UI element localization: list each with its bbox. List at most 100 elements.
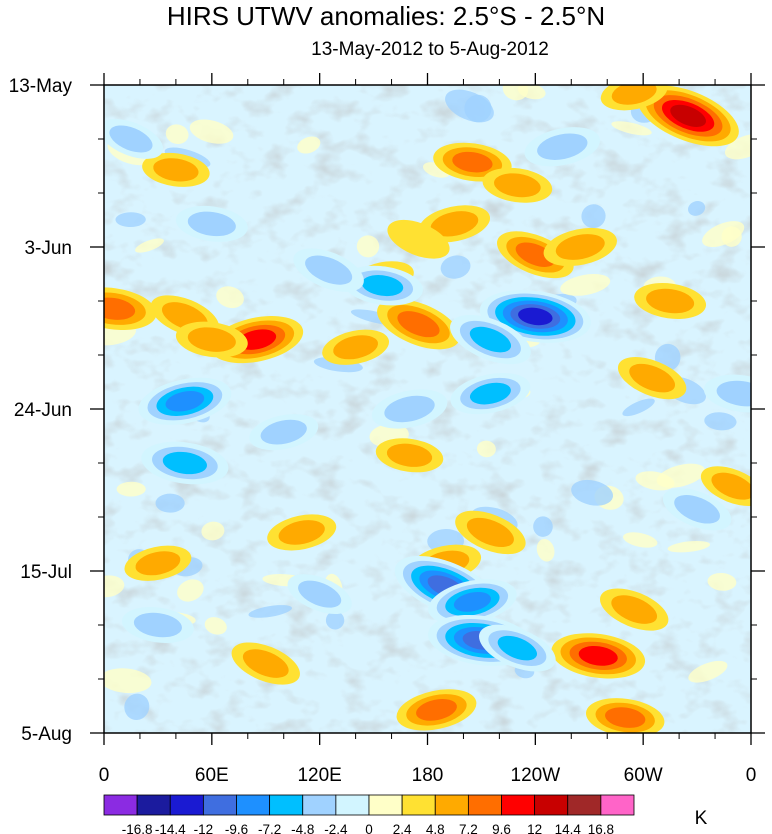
negative-anomaly (121, 607, 194, 643)
positive-anomaly (600, 85, 668, 111)
x-tick-label: 120W (511, 765, 561, 786)
anomaly-texture (707, 572, 737, 591)
x-tick-label: 120E (297, 765, 341, 786)
colorbar-swatch (534, 794, 569, 816)
anomaly-texture (704, 412, 737, 431)
colorbar-swatch (567, 794, 602, 816)
colorbar-swatch (269, 794, 304, 816)
positive-anomaly (322, 329, 390, 365)
positive-anomaly (231, 642, 300, 685)
anomaly-texture (476, 440, 496, 458)
positive-anomaly (377, 298, 460, 350)
colorbar-label: 0 (365, 822, 373, 834)
negative-anomaly (287, 574, 352, 615)
anomaly-texture (116, 481, 146, 497)
x-tick-label: 60E (195, 765, 229, 786)
colorbar-label: 14.4 (555, 822, 582, 834)
colorbar-swatch (302, 794, 337, 816)
anomaly-texture (611, 121, 652, 136)
negative-anomaly (293, 248, 364, 292)
positive-anomaly (617, 357, 687, 400)
negative-anomaly (371, 389, 448, 429)
x-tick-label: 180 (412, 765, 444, 786)
x-tick-label: 0 (746, 765, 757, 786)
anomaly-texture (702, 221, 745, 248)
anomaly-texture (688, 201, 706, 216)
anomaly-texture (581, 204, 606, 229)
anomaly-texture (325, 611, 345, 630)
anomaly-texture (622, 398, 655, 417)
colorbar: -16.8 -14.4 -12 -9.6 -7.2 -4.8 -2.4 0 2.4 4.8 7.2 9… (103, 794, 708, 834)
negative-anomaly (479, 624, 556, 672)
anomaly-texture (115, 212, 146, 228)
anomaly-texture (216, 286, 244, 309)
positive-anomaly (175, 321, 248, 358)
anomaly-texture (297, 136, 321, 154)
x-tick-label: 0 (99, 765, 110, 786)
positive-anomaly (482, 167, 553, 203)
positive-anomaly (700, 466, 751, 507)
colorbar-label: -2.4 (324, 822, 348, 834)
colorbar-swatch (434, 794, 469, 816)
anomaly-texture (571, 479, 614, 506)
colorbar-label: 4.8 (426, 822, 445, 834)
anomaly-texture (445, 89, 494, 123)
colorbar-label: -12 (194, 822, 214, 834)
anomaly-texture (135, 238, 164, 253)
anomaly-texture (201, 521, 225, 541)
positive-anomaly (455, 510, 526, 555)
axes: 0 60E 120E 180 120W 60W 0 13-May 3-Jun 24-Jun 15-J… (9, 73, 765, 786)
colorbar-label: -9.6 (225, 822, 248, 834)
colorbar-swatch (501, 794, 536, 816)
positive-anomaly (600, 588, 669, 631)
anomaly-texture (688, 660, 728, 683)
anomaly-texture (124, 693, 150, 720)
colorbar-swatch (467, 794, 502, 816)
anomaly-texture (165, 124, 189, 145)
colorbar-label: 7.2 (459, 822, 478, 834)
anomaly-texture (189, 119, 234, 144)
negative-anomaly (141, 441, 229, 485)
positive-anomaly (104, 287, 157, 331)
positive-anomaly (585, 698, 665, 733)
colorbar-swatch (136, 794, 171, 816)
positive-anomaly (396, 689, 477, 731)
colorbar-label: -14.4 (155, 822, 186, 834)
x-tick-label: 60W (624, 765, 663, 786)
y-tick-label: 5-Aug (21, 724, 72, 745)
anomaly-texture (623, 532, 658, 548)
colorbar-label: -16.8 (122, 822, 153, 834)
positive-anomaly (637, 85, 739, 147)
anomaly-texture (177, 579, 204, 602)
negative-anomaly (428, 579, 517, 625)
y-tick-label: 24-Jun (14, 400, 72, 421)
colorbar-swatch (202, 794, 237, 816)
colorbar-swatch (335, 794, 370, 816)
positive-anomaly (267, 514, 337, 551)
anomaly-texture (724, 134, 751, 160)
heatmap-field (104, 85, 751, 733)
positive-anomaly (634, 283, 707, 319)
anomaly-texture (104, 668, 152, 694)
colorbar-swatch (103, 794, 138, 816)
anomaly-texture (104, 575, 125, 598)
colorbar-swatch (368, 794, 403, 816)
positive-anomaly (543, 227, 617, 267)
negative-anomaly (662, 488, 732, 531)
colorbar-swatch (236, 794, 271, 816)
negative-anomaly (104, 119, 164, 159)
positive-anomaly (387, 219, 450, 259)
anomaly-texture (560, 274, 611, 296)
positive-anomaly (124, 545, 192, 581)
positive-anomaly (551, 633, 646, 679)
negative-anomaly (703, 374, 751, 413)
colorbar-swatch (401, 794, 436, 816)
colorbar-swatch (600, 794, 635, 816)
colorbar-label: -4.8 (291, 822, 314, 834)
negative-anomaly (450, 314, 531, 365)
anomaly-texture (667, 540, 711, 553)
colorbar-label: -7.2 (258, 822, 281, 834)
colorbar-label: 16.8 (588, 822, 614, 834)
anomaly-texture (440, 255, 471, 279)
